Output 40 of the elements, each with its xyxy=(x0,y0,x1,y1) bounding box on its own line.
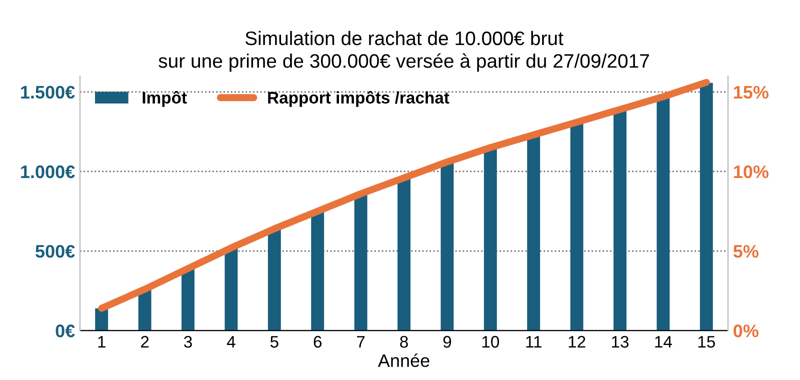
bar xyxy=(311,212,324,331)
bar xyxy=(700,82,713,331)
bar xyxy=(484,148,497,331)
bar xyxy=(527,134,540,331)
x-axis-title: Année xyxy=(378,354,430,368)
y2-tick-label: 5% xyxy=(733,245,758,258)
x-tick-label: 13 xyxy=(612,336,629,348)
bar xyxy=(224,248,238,331)
y2-tick-label: 15% xyxy=(734,86,769,99)
y2-tick-label: 0% xyxy=(734,324,758,338)
bar xyxy=(570,122,584,331)
bar xyxy=(182,268,194,331)
y-tick-label: 0€ xyxy=(56,324,75,338)
x-tick-label: 14 xyxy=(655,336,672,348)
x-tick-label: 6 xyxy=(314,336,322,348)
bar xyxy=(440,162,454,331)
x-tick-label: 4 xyxy=(226,336,236,348)
x-tick-label: 2 xyxy=(141,336,149,348)
bar xyxy=(614,109,626,331)
x-tick-label: 1 xyxy=(98,336,106,348)
x-tick-label: 12 xyxy=(568,336,586,348)
chart-title: Simulation de rachat de 10.000€ brut sur une prime de 300.000€ versée à partir du 27/09/2017 xyxy=(158,30,649,72)
bar xyxy=(268,229,281,331)
x-tick-label: 15 xyxy=(698,336,715,348)
bar xyxy=(656,96,670,331)
x-tick-label: 8 xyxy=(400,336,408,348)
legend-label: Impôt xyxy=(142,91,187,107)
legend-label: Rapport impôts /rachat xyxy=(268,91,450,107)
x-tick-label: 11 xyxy=(526,336,542,348)
bar xyxy=(354,194,368,331)
y-tick-label: 500€ xyxy=(36,244,75,258)
x-tick-label: 3 xyxy=(184,336,192,348)
y-tick-label: 1.500€ xyxy=(21,86,75,99)
y2-tick-label: 10% xyxy=(734,165,769,178)
x-tick-label: 10 xyxy=(482,336,500,348)
y-tick-label: 1.000€ xyxy=(21,165,75,178)
x-tick-label: 7 xyxy=(357,336,365,348)
bar xyxy=(398,178,410,331)
x-tick-label: 9 xyxy=(443,336,452,348)
x-tick-label: 5 xyxy=(270,336,278,348)
